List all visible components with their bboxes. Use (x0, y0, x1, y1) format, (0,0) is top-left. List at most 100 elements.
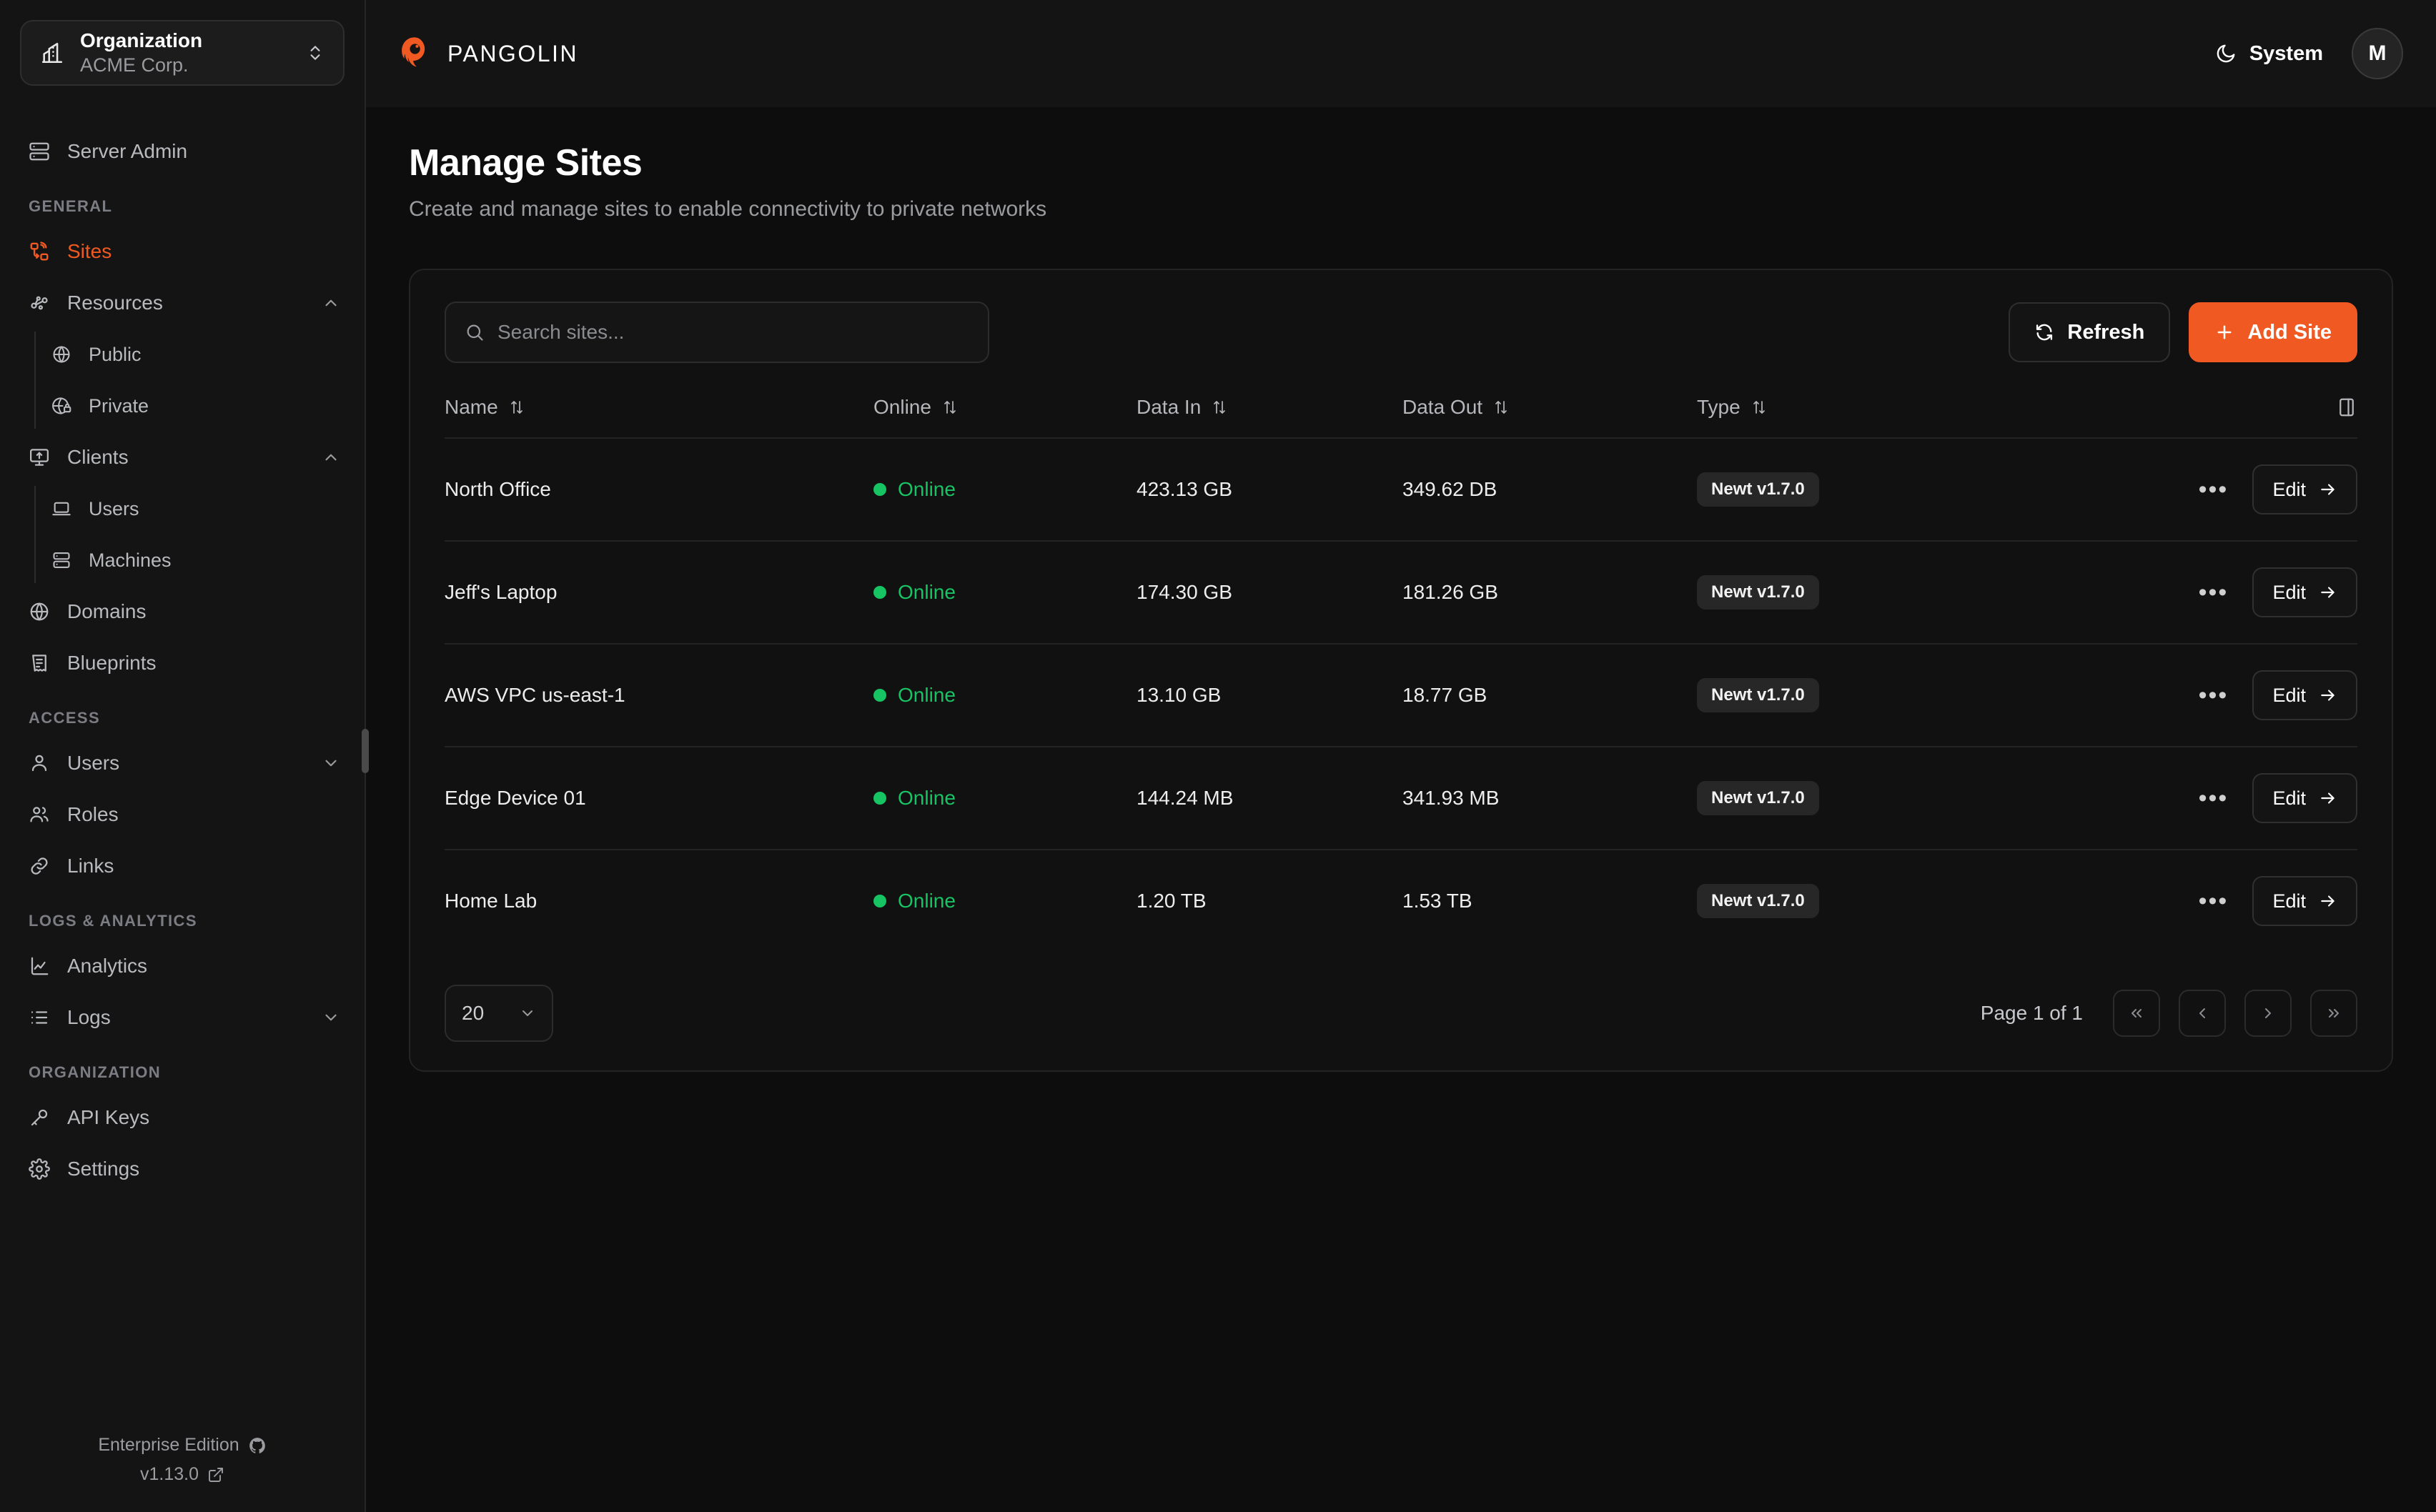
table-row[interactable]: North Office Online 423.13 GB 349.62 DB (445, 437, 2357, 541)
blueprint-icon (29, 652, 50, 674)
sort-data-out[interactable]: Data Out (1402, 396, 1510, 419)
theme-label: System (2249, 41, 2323, 65)
ellipsis-icon[interactable]: ••• (2198, 475, 2229, 503)
sidebar-item-logs[interactable]: Logs (0, 992, 365, 1043)
avatar[interactable]: M (2352, 28, 2403, 79)
sidebar-item-sites[interactable]: Sites (0, 226, 365, 277)
sidebar-item-settings[interactable]: Settings (0, 1143, 365, 1195)
refresh-icon (2034, 322, 2054, 342)
columns-panel-icon[interactable] (2097, 397, 2357, 418)
sidebar-resize-handle[interactable] (362, 729, 369, 773)
edit-button[interactable]: Edit (2252, 876, 2357, 926)
chevron-up-icon[interactable] (322, 294, 340, 312)
search-input-wrapper[interactable] (445, 302, 989, 363)
sidebar-nav: Server Admin GENERAL Sites (0, 110, 365, 1435)
sort-name[interactable]: Name (445, 396, 525, 419)
sidebar-item-analytics[interactable]: Analytics (0, 940, 365, 992)
search-input[interactable] (497, 321, 969, 344)
status-label: Online (898, 581, 956, 603)
brand[interactable]: PANGOLIN (396, 35, 578, 72)
sidebar-item-blueprints[interactable]: Blueprints (0, 637, 365, 689)
main-area: PANGOLIN System M Manage Sites Create (366, 0, 2436, 1512)
sidebar-item-private[interactable]: Private (0, 380, 365, 432)
ellipsis-icon[interactable]: ••• (2198, 681, 2229, 709)
edition-link[interactable]: Enterprise Edition (98, 1435, 266, 1456)
sidebar-item-public[interactable]: Public (0, 329, 365, 380)
chevron-down-icon[interactable] (322, 754, 340, 772)
table-row[interactable]: Edge Device 01 Online 144.24 MB 341.93 M… (445, 746, 2357, 850)
ellipsis-icon[interactable]: ••• (2198, 887, 2229, 915)
sidebar-item-domains[interactable]: Domains (0, 586, 365, 637)
column-header-online: Online (873, 396, 1137, 438)
cell-online: Online (873, 746, 1137, 850)
refresh-label: Refresh (2067, 320, 2145, 344)
table-row[interactable]: AWS VPC us-east-1 Online 13.10 GB 18.77 … (445, 643, 2357, 747)
type-badge: Newt v1.7.0 (1697, 472, 1819, 507)
content: Manage Sites Create and manage sites to … (366, 107, 2436, 1072)
sort-type[interactable]: Type (1697, 396, 1768, 419)
org-switcher[interactable]: Organization ACME Corp. (20, 20, 345, 86)
version-link[interactable]: v1.13.0 (140, 1464, 224, 1485)
sidebar-item-label: Clients (67, 446, 129, 468)
sidebar-subgroup-resources: Public Private (0, 329, 365, 432)
edit-button[interactable]: Edit (2252, 567, 2357, 617)
plus-icon (2214, 322, 2234, 342)
cell-online: Online (873, 643, 1137, 747)
table-row[interactable]: Jeff's Laptop Online 174.30 GB 181.26 GB (445, 540, 2357, 644)
sidebar-item-server-admin[interactable]: Server Admin (0, 126, 365, 177)
avatar-initial: M (2368, 41, 2387, 65)
next-page-button[interactable] (2244, 990, 2292, 1037)
external-link-icon (207, 1466, 224, 1483)
topbar-right: System M (2215, 28, 2403, 79)
type-badge: Newt v1.7.0 (1697, 678, 1819, 712)
sidebar-item-api-keys[interactable]: API Keys (0, 1092, 365, 1143)
status-badge: Online (873, 581, 956, 604)
chevron-up-icon[interactable] (322, 448, 340, 467)
table-row[interactable]: Home Lab Online 1.20 TB 1.53 TB Newt v1. (445, 849, 2357, 952)
ellipsis-icon[interactable]: ••• (2198, 784, 2229, 812)
ellipsis-icon[interactable]: ••• (2198, 578, 2229, 606)
sort-updown-icon (1211, 399, 1228, 416)
cell-data-in: 144.24 MB (1137, 746, 1402, 850)
sidebar-item-clients-users[interactable]: Users (0, 483, 365, 534)
cell-data-in: 174.30 GB (1137, 540, 1402, 644)
sidebar-item-clients[interactable]: Clients (0, 432, 365, 483)
sidebar-group-access: ACCESS (29, 709, 101, 727)
last-page-button[interactable] (2310, 990, 2357, 1037)
add-site-button[interactable]: Add Site (2189, 302, 2357, 362)
sidebar-item-roles[interactable]: Roles (0, 789, 365, 840)
sort-online[interactable]: Online (873, 396, 959, 419)
column-label: Data In (1137, 396, 1202, 418)
edit-button[interactable]: Edit (2252, 464, 2357, 514)
arrow-right-icon (2319, 480, 2337, 499)
sort-data-in[interactable]: Data In (1137, 396, 1228, 419)
type-badge: Newt v1.7.0 (1697, 884, 1819, 918)
sidebar-item-resources[interactable]: Resources (0, 277, 365, 329)
page-size-value: 20 (462, 1002, 485, 1024)
sites-toolbar: Refresh Add Site (445, 302, 2357, 363)
page-size-select[interactable]: 20 (445, 985, 553, 1042)
status-dot-icon (873, 483, 886, 496)
first-page-button[interactable] (2113, 990, 2160, 1037)
globe-icon (29, 601, 50, 622)
arrow-right-icon (2319, 892, 2337, 910)
chevron-down-icon[interactable] (322, 1008, 340, 1027)
edit-label: Edit (2272, 684, 2306, 706)
edit-button[interactable]: Edit (2252, 670, 2357, 720)
refresh-button[interactable]: Refresh (2009, 302, 2171, 362)
column-label: Name (445, 396, 498, 418)
theme-toggle[interactable]: System (2215, 42, 2323, 66)
sidebar-group-organization: ORGANIZATION (29, 1063, 162, 1081)
cell-name: AWS VPC us-east-1 (445, 643, 873, 747)
sidebar-item-links[interactable]: Links (0, 840, 365, 892)
edit-button[interactable]: Edit (2252, 773, 2357, 823)
page-subtitle: Create and manage sites to enable connec… (409, 197, 1047, 221)
cell-data-out: 18.77 GB (1402, 643, 1697, 747)
sidebar-item-label: Resources (67, 292, 163, 314)
github-icon (248, 1436, 267, 1455)
sidebar-item-label: Machines (89, 549, 172, 571)
sidebar-item-users[interactable]: Users (0, 737, 365, 789)
prev-page-button[interactable] (2179, 990, 2226, 1037)
sidebar-item-machines[interactable]: Machines (0, 534, 365, 586)
